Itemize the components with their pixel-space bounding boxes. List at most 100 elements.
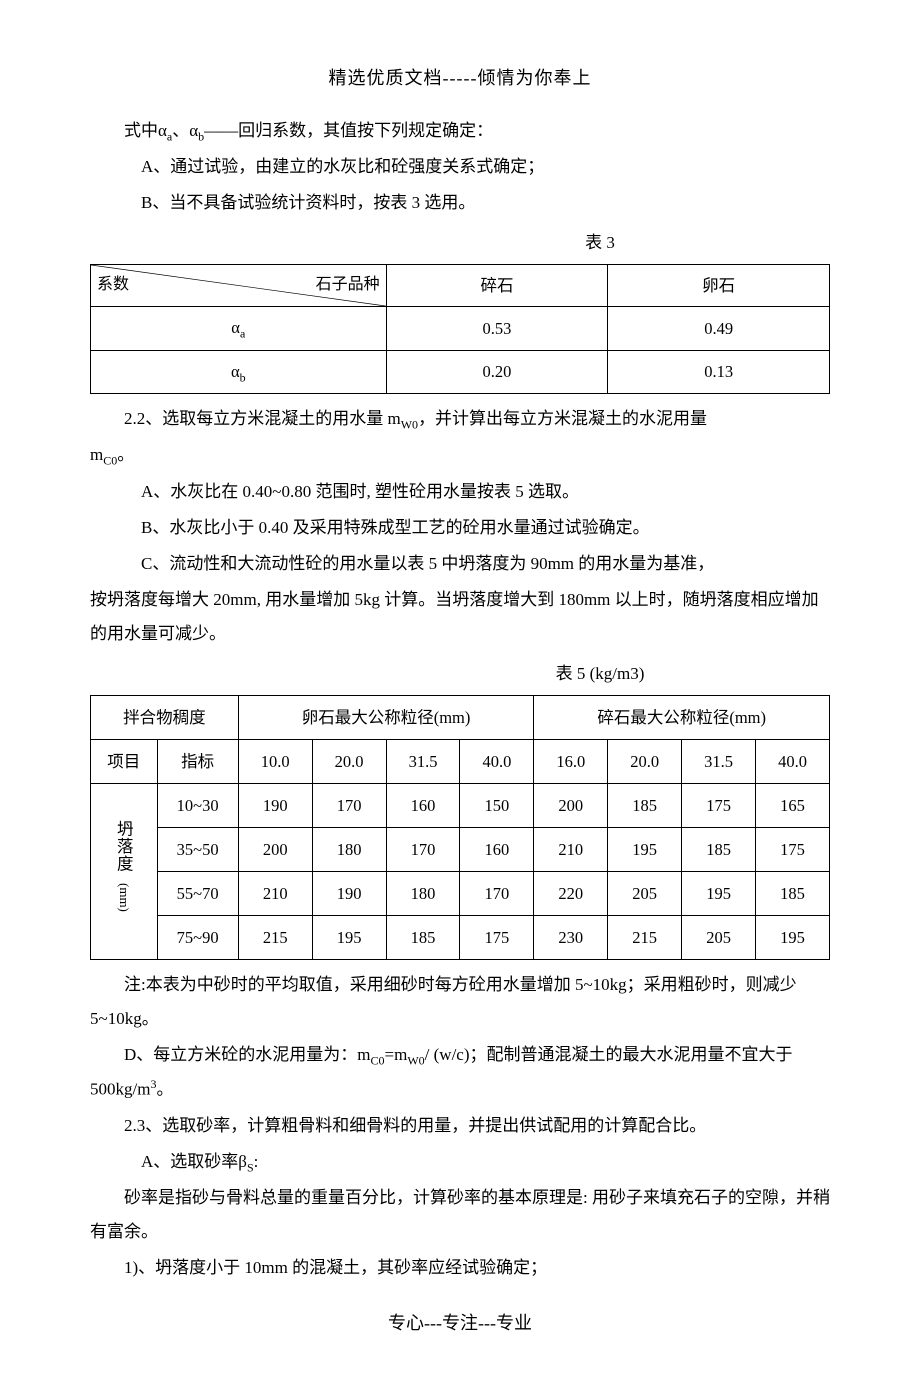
text: m	[90, 445, 103, 464]
table-3: 系数 石子品种 碎石 卵石 αa 0.53 0.49 αb 0.20 0.13	[90, 264, 830, 394]
cell: 185	[608, 783, 682, 827]
cell: 215	[608, 915, 682, 959]
row-label: αb	[91, 350, 387, 393]
cell: 205	[608, 871, 682, 915]
table-row: 55~70 210 190 180 170 220 205 195 185	[91, 871, 830, 915]
row-label: 75~90	[157, 915, 238, 959]
cell: 175	[756, 827, 830, 871]
cell: 165	[756, 783, 830, 827]
text: :	[254, 1152, 259, 1171]
cell: 210	[534, 827, 608, 871]
paragraph-23a: A、选取砂率βS:	[90, 1145, 830, 1179]
paragraph-sand-rate: 砂率是指砂与骨料总量的重量百分比，计算砂率的基本原理是: 用砂子来填充石子的空隙…	[90, 1181, 830, 1249]
text: =m	[385, 1045, 408, 1064]
text: α	[231, 362, 240, 381]
cell: 170	[460, 871, 534, 915]
table-5: 拌合物稠度 卵石最大公称粒径(mm) 碎石最大公称粒径(mm) 项目 指标 10…	[90, 695, 830, 960]
col-cell: 10.0	[238, 739, 312, 783]
text: 。	[156, 1080, 173, 1099]
table-row: αb 0.20 0.13	[91, 350, 830, 393]
cell: 220	[534, 871, 608, 915]
col-cell: 31.5	[682, 739, 756, 783]
text: ，并计算出每立方米混凝土的水泥用量	[418, 409, 707, 428]
cell: 160	[460, 827, 534, 871]
cell: 215	[238, 915, 312, 959]
table-row: 35~50 200 180 170 160 210 195 185 175	[91, 827, 830, 871]
cell: 185	[386, 915, 460, 959]
table-row: 75~90 215 195 185 175 230 215 205 195	[91, 915, 830, 959]
col-cell: 20.0	[312, 739, 386, 783]
unit-label: (mm)	[111, 883, 137, 912]
header-cell: 碎石最大公称粒径(mm)	[534, 695, 830, 739]
cell: 0.20	[386, 350, 608, 393]
text: α	[231, 318, 240, 337]
paragraph-a: A、通过试验，由建立的水灰比和砼强度关系式确定；	[90, 150, 830, 184]
cell: 0.49	[608, 307, 830, 350]
cell: 170	[386, 827, 460, 871]
sub: C0	[103, 454, 117, 468]
paragraph-23-1: 1)、坍落度小于 10mm 的混凝土，其砂率应经试验确定；	[90, 1251, 830, 1285]
rowspan-label: 坍落度 (mm)	[91, 783, 158, 959]
col-cell: 16.0	[534, 739, 608, 783]
text: A、选取砂率β	[141, 1152, 247, 1171]
vertical-label: 坍落度	[107, 820, 140, 873]
sub: S	[247, 1160, 254, 1174]
sub: a	[240, 327, 245, 341]
cell: 0.13	[608, 350, 830, 393]
paragraph-formula-desc: 式中αa、αb——回归系数，其值按下列规定确定：	[90, 114, 830, 148]
cell: 175	[460, 915, 534, 959]
cell: 210	[238, 871, 312, 915]
diag-right-label: 石子品种	[316, 269, 380, 301]
section-2-2-cont: mC0。	[90, 438, 830, 472]
table3-label: 表 3	[90, 226, 830, 260]
text: 。	[117, 445, 134, 464]
cell: 175	[682, 783, 756, 827]
table-row: 系数 石子品种 碎石 卵石	[91, 265, 830, 307]
section-2-3: 2.3、选取砂率，计算粗骨料和细骨料的用量，并提出供试配用的计算配合比。	[90, 1109, 830, 1143]
sub: b	[240, 370, 246, 384]
subheader-cell: 指标	[157, 739, 238, 783]
page-footer: 专心---专注---专业	[90, 1305, 830, 1341]
cell: 230	[534, 915, 608, 959]
text: 、α	[172, 121, 198, 140]
paragraph-22c-line2: 按坍落度每增大 20mm, 用水量增加 5kg 计算。当坍落度增大到 180mm…	[90, 583, 830, 651]
paragraph-b: B、当不具备试验统计资料时，按表 3 选用。	[90, 186, 830, 220]
section-2-2: 2.2、选取每立方米混凝土的用水量 mW0，并计算出每立方米混凝土的水泥用量	[90, 402, 830, 436]
text: ——回归系数，其值按下列规定确定：	[204, 121, 493, 140]
paragraph-d: D、每立方米砼的水泥用量为：mC0=mW0/ (w/c)；配制普通混凝土的最大水…	[90, 1038, 830, 1107]
cell: 180	[312, 827, 386, 871]
table-row: αa 0.53 0.49	[91, 307, 830, 350]
paragraph-22c-line1: C、流动性和大流动性砼的用水量以表 5 中坍落度为 90mm 的用水量为基准，	[90, 547, 830, 581]
subheader-cell: 项目	[91, 739, 158, 783]
paragraph-22b: B、水灰比小于 0.40 及采用特殊成型工艺的砼用水量通过试验确定。	[90, 511, 830, 545]
col-cell: 20.0	[608, 739, 682, 783]
cell: 190	[238, 783, 312, 827]
cell: 190	[312, 871, 386, 915]
sub: C0	[371, 1053, 385, 1067]
sub: W0	[407, 1053, 424, 1067]
text: 2.2、选取每立方米混凝土的用水量 m	[124, 409, 401, 428]
cell: 195	[312, 915, 386, 959]
cell: 200	[534, 783, 608, 827]
cell: 0.53	[386, 307, 608, 350]
cell: 205	[682, 915, 756, 959]
cell: 150	[460, 783, 534, 827]
table-row: 拌合物稠度 卵石最大公称粒径(mm) 碎石最大公称粒径(mm)	[91, 695, 830, 739]
paragraph-22a: A、水灰比在 0.40~0.80 范围时, 塑性砼用水量按表 5 选取。	[90, 475, 830, 509]
cell: 185	[756, 871, 830, 915]
cell: 195	[756, 915, 830, 959]
diag-left-label: 系数	[97, 269, 129, 301]
col-cell: 40.0	[756, 739, 830, 783]
cell: 180	[386, 871, 460, 915]
col-cell: 40.0	[460, 739, 534, 783]
row-label: αa	[91, 307, 387, 350]
table-row: 项目 指标 10.0 20.0 31.5 40.0 16.0 20.0 31.5…	[91, 739, 830, 783]
row-label: 10~30	[157, 783, 238, 827]
header-cell: 卵石最大公称粒径(mm)	[238, 695, 534, 739]
cell: 195	[608, 827, 682, 871]
row-label: 55~70	[157, 871, 238, 915]
col-cell: 31.5	[386, 739, 460, 783]
sub: W0	[401, 417, 418, 431]
col-header: 卵石	[608, 265, 830, 307]
cell: 170	[312, 783, 386, 827]
